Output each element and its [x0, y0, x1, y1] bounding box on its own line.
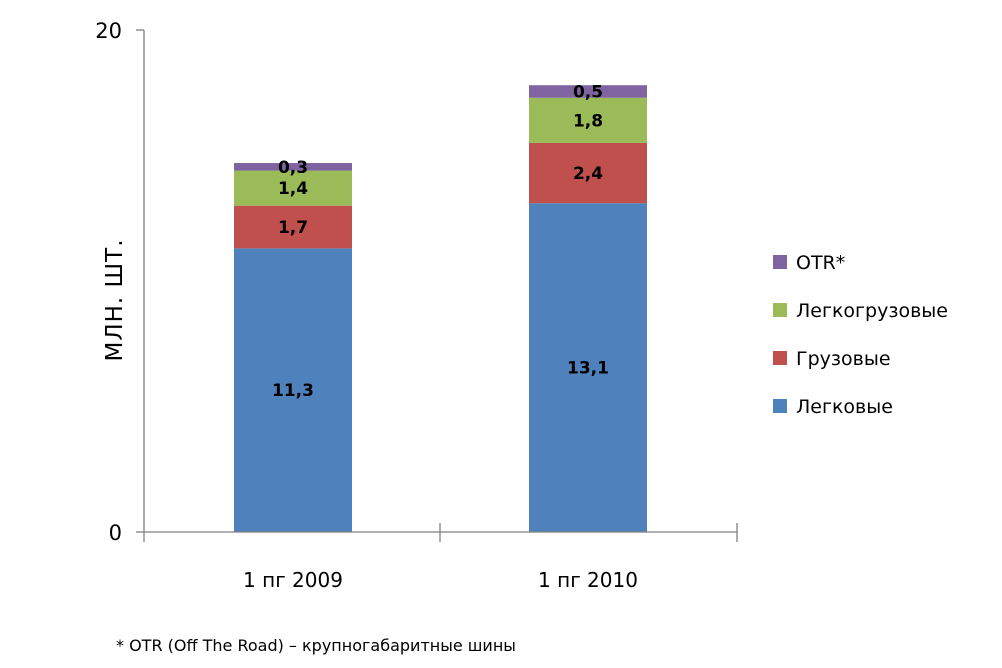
- data-label: 1,7: [278, 218, 308, 238]
- bar-segment: [529, 142, 647, 204]
- data-label: 2,4: [573, 164, 603, 184]
- bar-segment: [234, 170, 352, 206]
- y-axis-label: МЛН. ШТ.: [102, 238, 128, 361]
- bar-segment: [529, 85, 647, 98]
- legend-swatch: [773, 351, 787, 365]
- data-label: 1,4: [278, 179, 308, 199]
- legend-swatch: [773, 303, 787, 317]
- bar-segment: [529, 203, 647, 532]
- y-tick-label-top: 20: [95, 19, 122, 43]
- data-label: 11,3: [272, 381, 314, 401]
- legend-label: Грузовые: [796, 348, 891, 370]
- bar-segment: [529, 97, 647, 143]
- bar-segment: [234, 163, 352, 171]
- legend-label: OTR*: [796, 252, 845, 274]
- data-label: 0,5: [573, 82, 603, 102]
- legend: OTR* Легкогрузовые Грузовые Легковые: [773, 252, 948, 418]
- footnote: * OTR (Off The Road) – крупногабаритные …: [116, 636, 516, 655]
- legend-swatch: [773, 255, 787, 269]
- legend-label: Легковые: [796, 396, 893, 418]
- data-label: 1,8: [573, 111, 603, 131]
- data-label: 0,3: [278, 158, 308, 178]
- y-tick-label-bottom: 0: [109, 521, 122, 545]
- legend-swatch: [773, 399, 787, 413]
- bar-segment: [234, 248, 352, 532]
- legend-label: Легкогрузовые: [796, 300, 948, 322]
- data-label: 13,1: [567, 359, 609, 379]
- x-category-label: 1 пг 2010: [538, 568, 638, 592]
- x-category-label: 1 пг 2009: [243, 568, 343, 592]
- bar-segment: [234, 205, 352, 249]
